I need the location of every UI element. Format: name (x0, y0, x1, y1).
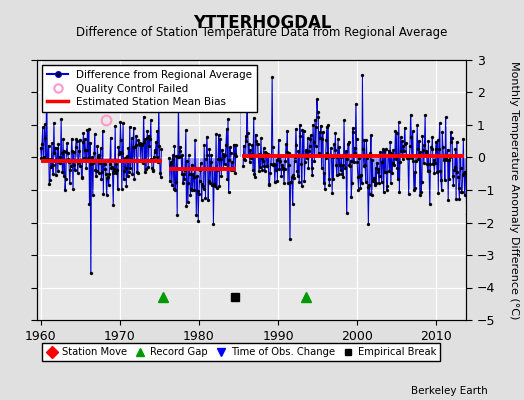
Text: Berkeley Earth: Berkeley Earth (411, 386, 487, 396)
Text: YTTERHOGDAL: YTTERHOGDAL (193, 14, 331, 32)
Y-axis label: Monthly Temperature Anomaly Difference (°C): Monthly Temperature Anomaly Difference (… (509, 61, 519, 319)
Legend: Station Move, Record Gap, Time of Obs. Change, Empirical Break: Station Move, Record Gap, Time of Obs. C… (42, 343, 440, 361)
Text: Difference of Station Temperature Data from Regional Average: Difference of Station Temperature Data f… (77, 26, 447, 39)
Legend: Difference from Regional Average, Quality Control Failed, Estimated Station Mean: Difference from Regional Average, Qualit… (42, 65, 257, 112)
